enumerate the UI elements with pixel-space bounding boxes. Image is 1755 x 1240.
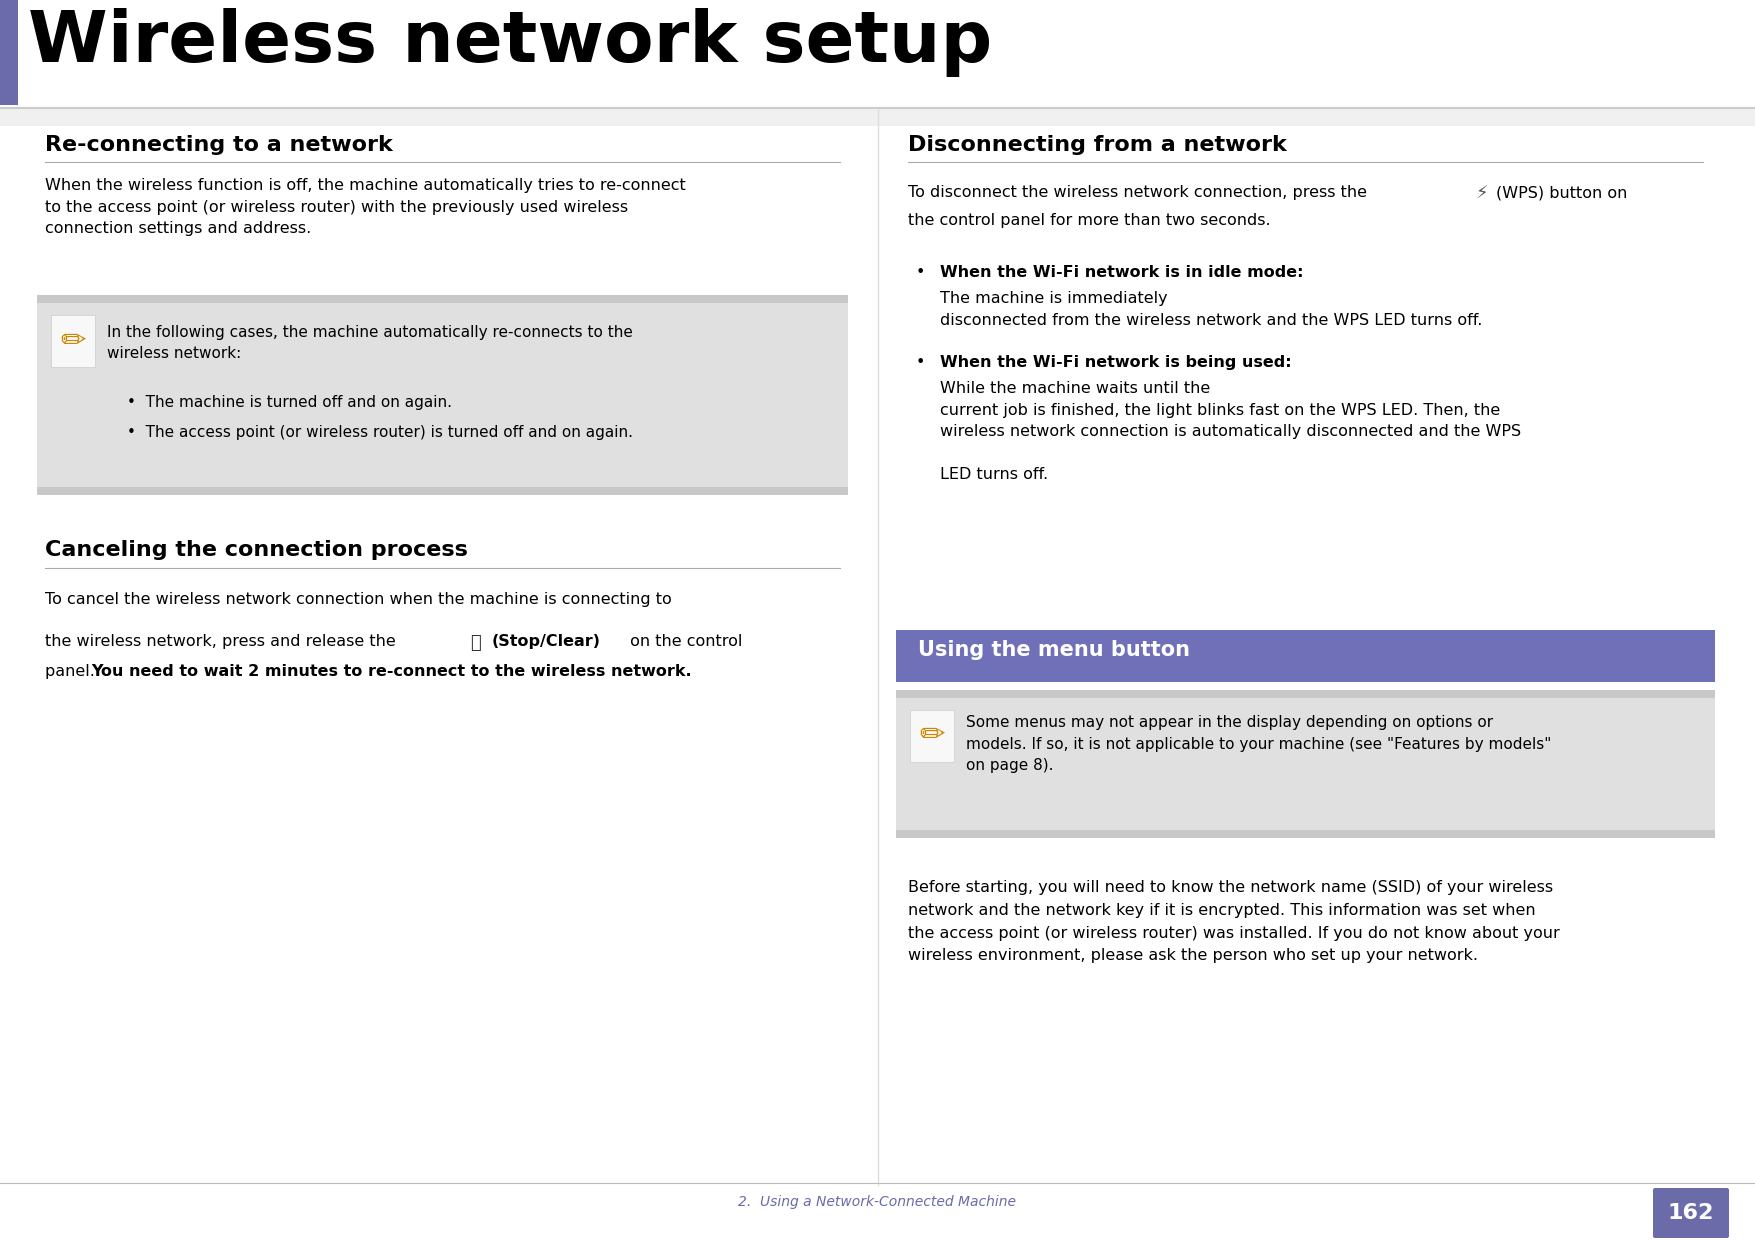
Bar [37,295,848,303]
Text: •: • [916,265,925,280]
Text: When the Wi-Fi network is being used:: When the Wi-Fi network is being used: [941,355,1292,370]
Bar [897,689,1715,838]
Text: In the following cases, the machine automatically re-connects to the
wireless ne: In the following cases, the machine auto… [107,325,634,361]
Bar [897,689,1715,698]
Text: You need to wait 2 minutes to re-connect to the wireless network.: You need to wait 2 minutes to re-connect… [91,663,691,680]
Text: To disconnect the wireless network connection, press the: To disconnect the wireless network conne… [907,185,1367,200]
Text: Disconnecting from a network: Disconnecting from a network [907,135,1286,155]
Text: While the machine waits until the
current job is finished, the light blinks fast: While the machine waits until the curren… [941,381,1522,439]
Text: the wireless network, press and release the: the wireless network, press and release … [46,634,400,649]
Bar [37,487,848,495]
Text: The machine is immediately
disconnected from the wireless network and the WPS LE: The machine is immediately disconnected … [941,291,1483,327]
Bar [911,711,955,763]
Bar [37,295,848,495]
Text: Wireless network setup: Wireless network setup [28,7,992,77]
Bar [51,315,95,367]
Text: Some menus may not appear in the display depending on options or
models. If so, : Some menus may not appear in the display… [965,715,1551,774]
Text: Re-connecting to a network: Re-connecting to a network [46,135,393,155]
Text: panel.: panel. [46,663,100,680]
Text: •  The machine is turned off and on again.: • The machine is turned off and on again… [126,396,453,410]
Text: When the Wi-Fi network is in idle mode:: When the Wi-Fi network is in idle mode: [941,265,1304,280]
Bar [897,630,1715,682]
Text: LED turns off.: LED turns off. [941,467,1048,482]
Bar [0,0,18,105]
Bar [897,830,1715,838]
Text: Ⓧ: Ⓧ [470,634,481,652]
Text: ⚡: ⚡ [1476,185,1488,203]
Text: on the control: on the control [625,634,742,649]
Text: (Stop/Clear): (Stop/Clear) [491,634,600,649]
Text: Before starting, you will need to know the network name (SSID) of your wireless
: Before starting, you will need to know t… [907,880,1560,963]
Text: Canceling the connection process: Canceling the connection process [46,539,469,560]
Text: •: • [916,355,925,370]
FancyBboxPatch shape [1653,1188,1729,1238]
Text: (WPS) button on: (WPS) button on [1495,185,1627,200]
Text: 162: 162 [1667,1203,1715,1223]
Text: the control panel for more than two seconds.: the control panel for more than two seco… [907,213,1271,228]
Text: Using the menu button: Using the menu button [918,640,1190,660]
Text: When the wireless function is off, the machine automatically tries to re-connect: When the wireless function is off, the m… [46,179,686,236]
Text: ✏: ✏ [60,326,86,356]
Bar [0,108,1755,126]
Text: ✏: ✏ [920,722,944,750]
Text: 2.  Using a Network-Connected Machine: 2. Using a Network-Connected Machine [739,1195,1016,1209]
Text: To cancel the wireless network connection when the machine is connecting to: To cancel the wireless network connectio… [46,591,672,608]
Text: •  The access point (or wireless router) is turned off and on again.: • The access point (or wireless router) … [126,425,634,440]
